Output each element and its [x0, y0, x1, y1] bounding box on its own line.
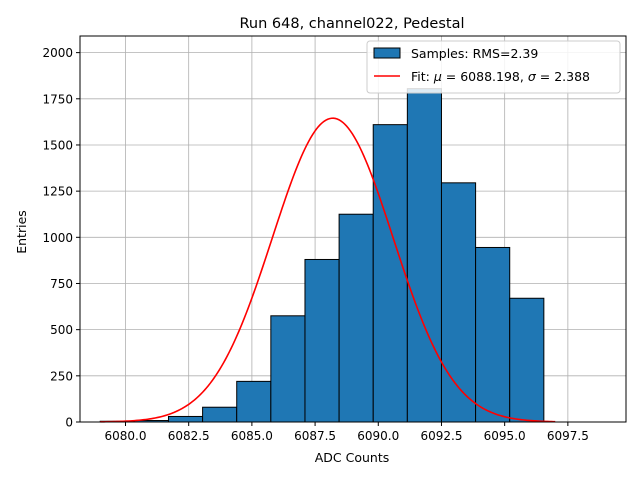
x-tick-label: 6090.0 [357, 429, 399, 443]
legend: Samples: RMS=2.39 Fit: μ = 6088.198, σ =… [366, 40, 621, 94]
histogram-bar [236, 380, 272, 423]
histogram-bar [304, 258, 340, 423]
x-axis-label: ADC Counts [315, 450, 390, 465]
histogram-bars [99, 88, 545, 423]
histogram-bar [372, 124, 408, 423]
histogram-bar [202, 406, 238, 423]
legend-fit-equals-sigma: = [536, 69, 554, 84]
legend-fit-sigma-symbol: σ [528, 69, 537, 84]
legend-fit-sigma-value: 2.388 [554, 69, 590, 84]
y-tick-label: 1000 [42, 231, 73, 245]
y-tick-label: 1750 [42, 92, 73, 106]
y-tick-label: 1250 [42, 185, 73, 199]
x-tick-label: 6087.5 [294, 429, 336, 443]
y-tick-label: 1500 [42, 138, 73, 152]
fit-curve [100, 117, 556, 423]
plot-frame [79, 35, 627, 423]
legend-fit-prefix: Fit: [411, 69, 434, 84]
histogram-bar [509, 297, 545, 423]
x-tick-label: 6082.5 [168, 429, 210, 443]
histogram-bar [475, 246, 511, 423]
x-tick-label: 6085.0 [231, 429, 273, 443]
histogram-bar [406, 88, 442, 423]
x-axis-ticks: 6080.0 6082.5 6085.0 6087.5 6090.0 6092.5 6095… [105, 422, 589, 443]
y-axis-ticks: 0 250 500 750 1000 1250 1500 1750 2000 [42, 46, 80, 430]
histogram-bar [270, 315, 306, 423]
legend-box [366, 40, 621, 94]
x-tick-label: 6095.0 [484, 429, 526, 443]
legend-fit-mu-symbol: μ [433, 69, 442, 84]
x-tick-label: 6092.5 [420, 429, 462, 443]
y-tick-label: 0 [65, 416, 73, 430]
fit-curve-layer [100, 117, 556, 423]
legend-fit-separator: , [520, 69, 528, 84]
histogram-bar [338, 213, 374, 423]
legend-swatch-samples [373, 47, 401, 59]
histogram-bar [440, 182, 477, 423]
x-tick-label: 6080.0 [105, 429, 147, 443]
legend-label-fit: Fit: μ = 6088.198, σ = 2.388 [411, 69, 590, 84]
y-tick-label: 2000 [42, 46, 73, 60]
x-tick-label: 6097.5 [547, 429, 589, 443]
histogram-bar [167, 415, 204, 423]
legend-label-samples: Samples: RMS=2.39 [411, 46, 538, 61]
chart-title: Run 648, channel022, Pedestal [239, 16, 464, 32]
legend-fit-equals-mu: = [442, 69, 460, 84]
y-tick-label: 750 [50, 277, 73, 291]
legend-fit-mu-value: 6088.198 [460, 69, 520, 84]
y-tick-label: 250 [50, 369, 73, 383]
y-axis-label: Entries [14, 210, 29, 254]
y-tick-label: 500 [50, 323, 73, 337]
